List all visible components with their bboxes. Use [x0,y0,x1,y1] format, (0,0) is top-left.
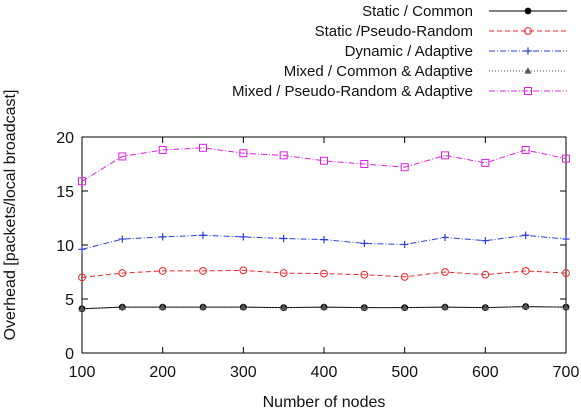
series-3 [78,231,570,253]
data-point [159,233,167,241]
data-point [279,151,288,160]
data-point [239,149,248,158]
legend-label: Static / Common [362,3,473,20]
data-point [78,273,86,282]
data-point [199,303,207,310]
series-5 [78,143,570,186]
data-point [562,154,570,163]
data-point [481,237,489,245]
series-layer [78,143,570,313]
data-point [401,240,409,249]
x-tick-label: 200 [149,364,176,381]
data-point [118,152,127,161]
data-point [280,303,288,311]
data-point [118,303,126,310]
data-point [481,270,490,279]
data-point [562,303,570,310]
x-tick-label: 400 [311,364,338,381]
legend-label: Dynamic / Adaptive [345,43,473,60]
x-tick-label: 700 [553,364,580,381]
data-point [320,156,328,165]
data-point [562,235,570,243]
data-point [360,239,368,247]
data-point [239,266,248,275]
data-point [401,303,409,311]
legend-marker [524,7,532,15]
plot-area: 0 5 10 15 20 100 200 300 400 500 600 700 [56,130,579,381]
legend-label: Static /Pseudo-Random [315,23,473,40]
legend-item: Static / Common [362,3,567,20]
y-axis-label: Overhead [packets/local broadcast] [2,90,19,341]
x-axis: 100 200 300 400 500 600 700 [69,137,580,381]
x-tick-label: 600 [472,364,499,381]
x-tick-label: 500 [391,364,418,381]
series-2 [78,266,570,282]
data-point [522,302,530,310]
data-point [441,233,449,242]
data-point [562,269,570,277]
data-point [158,267,167,275]
data-point [118,235,126,243]
y-tick-label: 10 [56,238,74,255]
data-point [360,160,369,168]
data-point [441,303,449,310]
data-point [78,304,86,312]
data-point [199,143,207,152]
series-4 [78,302,570,312]
data-point [400,272,409,281]
x-axis-label: Number of nodes [263,394,386,411]
legend-label: Mixed / Common & Adaptive [284,63,473,80]
y-tick-label: 20 [56,130,74,147]
data-point [279,269,288,277]
legend-marker [524,27,532,35]
legend: Static / Common Static /Pseudo-Random Dyna… [232,3,567,100]
data-point [159,303,167,310]
data-point [441,151,449,160]
data-point [78,245,86,253]
data-point [481,158,490,167]
data-point [360,270,369,279]
data-point [158,145,167,154]
y-tick-label: 15 [56,184,74,201]
data-point [360,303,368,311]
series-line [81,147,567,182]
legend-item: Static /Pseudo-Random [315,23,567,40]
legend-label: Mixed / Pseudo-Random & Adaptive [232,83,473,100]
data-point [199,231,207,239]
data-point [521,145,530,154]
legend-marker [524,67,532,74]
data-point [481,303,489,311]
legend-item: Mixed / Common & Adaptive [284,63,567,80]
data-point [280,234,288,243]
data-point [320,269,328,278]
data-point [400,163,409,172]
data-point [521,267,530,275]
data-point [199,267,207,275]
legend-marker [524,87,532,95]
legend-item: Dynamic / Adaptive [345,43,567,60]
plot-frame [81,136,567,354]
x-tick-label: 300 [230,364,257,381]
data-point [441,268,449,276]
legend-marker [524,47,532,55]
x-tick-label: 100 [69,364,96,381]
y-tick-label: 5 [65,292,74,309]
series-line [81,269,567,278]
y-axis: 0 5 10 15 20 [56,130,566,363]
data-point [239,303,247,310]
data-point [118,269,127,277]
y-tick-label: 0 [65,346,74,363]
data-point [239,233,247,241]
data-point [522,231,530,239]
data-point [320,303,328,310]
legend-item: Mixed / Pseudo-Random & Adaptive [232,83,567,100]
data-point [78,177,86,186]
data-point [320,236,328,244]
